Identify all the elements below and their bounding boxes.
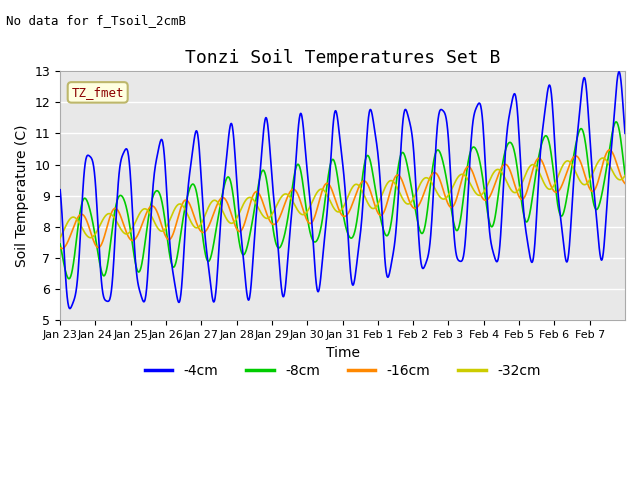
Text: No data for f_Tsoil_2cmB: No data for f_Tsoil_2cmB	[6, 14, 186, 27]
Legend: -4cm, -8cm, -16cm, -32cm: -4cm, -8cm, -16cm, -32cm	[139, 358, 546, 384]
Title: Tonzi Soil Temperatures Set B: Tonzi Soil Temperatures Set B	[185, 48, 500, 67]
Y-axis label: Soil Temperature (C): Soil Temperature (C)	[15, 124, 29, 267]
Text: TZ_fmet: TZ_fmet	[72, 86, 124, 99]
X-axis label: Time: Time	[326, 346, 360, 360]
